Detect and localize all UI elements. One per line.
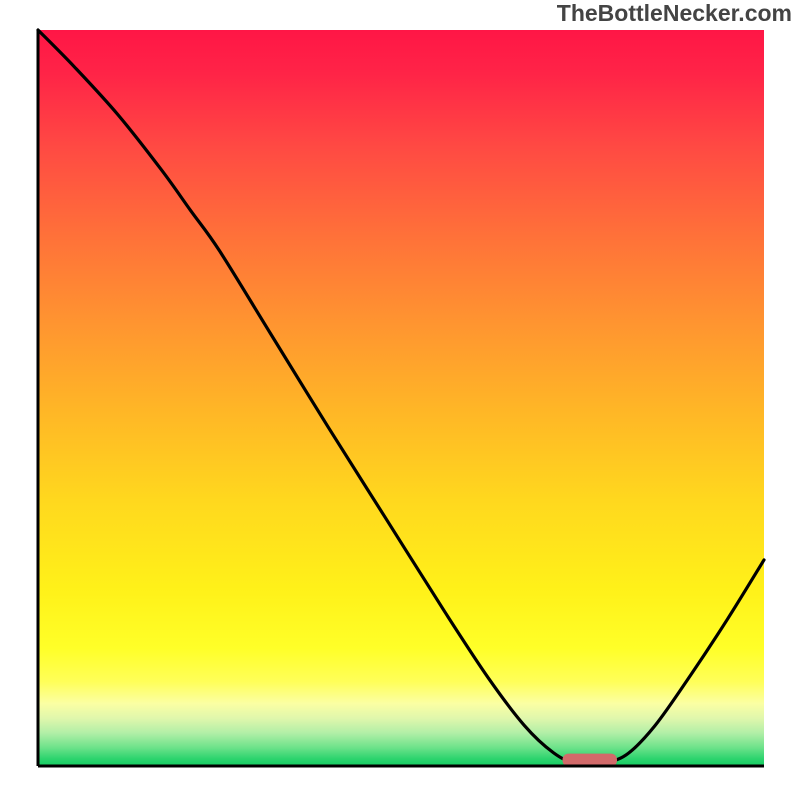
bottleneck-chart bbox=[0, 0, 800, 800]
chart-root: TheBottleNecker.com bbox=[0, 0, 800, 800]
gradient-background bbox=[38, 30, 764, 766]
